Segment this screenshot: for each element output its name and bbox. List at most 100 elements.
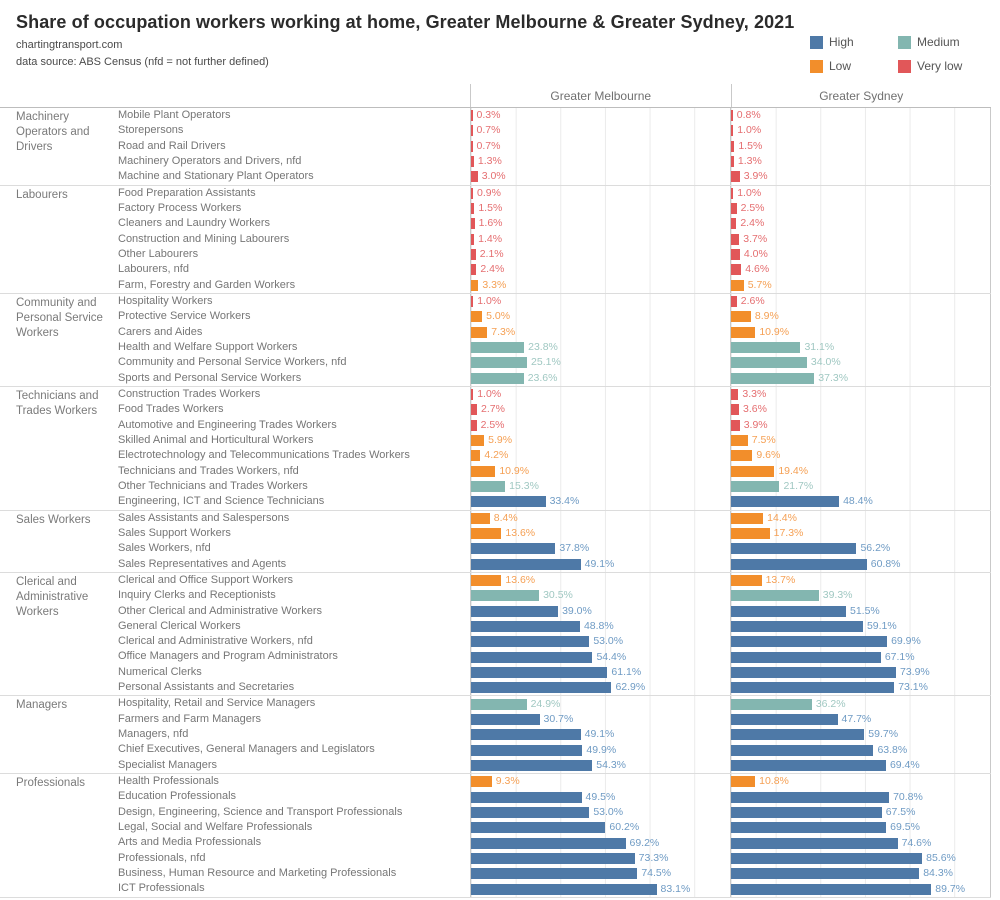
bar[interactable] (731, 543, 857, 555)
bar[interactable] (471, 171, 478, 183)
bar[interactable] (731, 806, 882, 818)
bar[interactable] (731, 528, 770, 540)
bar[interactable] (471, 868, 638, 880)
bar[interactable] (471, 389, 474, 401)
bar[interactable] (731, 342, 801, 354)
bar[interactable] (471, 682, 612, 694)
bar[interactable] (731, 372, 815, 384)
bar[interactable] (471, 543, 556, 555)
bar[interactable] (471, 496, 546, 508)
bar[interactable] (731, 110, 733, 122)
bar[interactable] (471, 125, 473, 137)
bar[interactable] (471, 419, 477, 431)
bar[interactable] (471, 512, 490, 524)
bar[interactable] (731, 682, 895, 694)
bar[interactable] (731, 435, 748, 447)
bar[interactable] (731, 698, 812, 710)
bar[interactable] (731, 203, 737, 215)
bar[interactable] (731, 357, 807, 369)
bar[interactable] (471, 528, 502, 540)
bar[interactable] (471, 465, 496, 477)
bar[interactable] (471, 620, 580, 632)
bar[interactable] (471, 636, 590, 648)
bar[interactable] (731, 883, 932, 895)
bar[interactable] (731, 187, 734, 199)
bar[interactable] (731, 791, 890, 803)
bar[interactable] (471, 279, 479, 291)
bar[interactable] (731, 868, 920, 880)
bar[interactable] (731, 125, 734, 137)
bar[interactable] (731, 744, 874, 756)
bar[interactable] (471, 791, 582, 803)
bar[interactable] (731, 822, 887, 834)
bar[interactable] (731, 590, 819, 602)
bar[interactable] (471, 187, 473, 199)
bar[interactable] (731, 311, 751, 323)
bar[interactable] (731, 218, 737, 230)
bar[interactable] (471, 558, 581, 570)
bar[interactable] (731, 666, 896, 678)
bar[interactable] (471, 744, 583, 756)
bar[interactable] (471, 590, 540, 602)
bar[interactable] (731, 852, 923, 864)
bar[interactable] (471, 249, 476, 261)
bar[interactable] (471, 806, 590, 818)
bar[interactable] (731, 279, 744, 291)
bar[interactable] (471, 311, 483, 323)
bar[interactable] (471, 713, 540, 725)
bar[interactable] (471, 372, 524, 384)
bar[interactable] (471, 651, 593, 663)
bar[interactable] (731, 496, 840, 508)
legend-item-high[interactable]: High (810, 32, 898, 52)
bar[interactable] (471, 883, 657, 895)
bar[interactable] (471, 140, 473, 152)
bar[interactable] (471, 852, 635, 864)
bar[interactable] (471, 110, 473, 122)
bar[interactable] (731, 636, 888, 648)
bar[interactable] (471, 822, 606, 834)
bar[interactable] (731, 264, 742, 276)
bar[interactable] (731, 140, 735, 152)
bar[interactable] (471, 837, 626, 849)
bar[interactable] (731, 233, 740, 245)
bar[interactable] (731, 296, 737, 308)
bar[interactable] (471, 233, 475, 245)
bar[interactable] (731, 249, 740, 261)
bar[interactable] (471, 203, 475, 215)
bar[interactable] (731, 605, 846, 617)
bar[interactable] (471, 450, 481, 462)
bar[interactable] (731, 481, 780, 493)
bar[interactable] (731, 651, 881, 663)
bar[interactable] (731, 620, 863, 632)
bar[interactable] (731, 713, 838, 725)
legend-item-medium[interactable]: Medium (898, 32, 990, 52)
bar[interactable] (471, 698, 527, 710)
bar[interactable] (731, 450, 753, 462)
bar[interactable] (471, 759, 593, 771)
bar[interactable] (471, 296, 474, 308)
bar[interactable] (731, 156, 734, 168)
bar[interactable] (731, 326, 756, 338)
bar[interactable] (471, 357, 528, 369)
bar[interactable] (731, 404, 740, 416)
bar[interactable] (471, 326, 488, 338)
bar[interactable] (471, 404, 478, 416)
legend-item-low[interactable]: Low (810, 56, 898, 76)
bar[interactable] (731, 465, 775, 477)
bar[interactable] (471, 264, 477, 276)
bar[interactable] (731, 759, 886, 771)
bar[interactable] (731, 419, 740, 431)
bar[interactable] (471, 218, 475, 230)
bar[interactable] (471, 481, 506, 493)
bar[interactable] (731, 171, 740, 183)
bar[interactable] (731, 558, 867, 570)
bar[interactable] (471, 729, 581, 741)
bar[interactable] (731, 575, 762, 586)
legend-item-very-low[interactable]: Very low (898, 56, 990, 76)
bar[interactable] (471, 156, 474, 168)
bar[interactable] (731, 389, 739, 401)
bar[interactable] (471, 605, 559, 617)
bar[interactable] (471, 342, 525, 354)
bar[interactable] (471, 666, 608, 678)
bar[interactable] (731, 729, 865, 741)
